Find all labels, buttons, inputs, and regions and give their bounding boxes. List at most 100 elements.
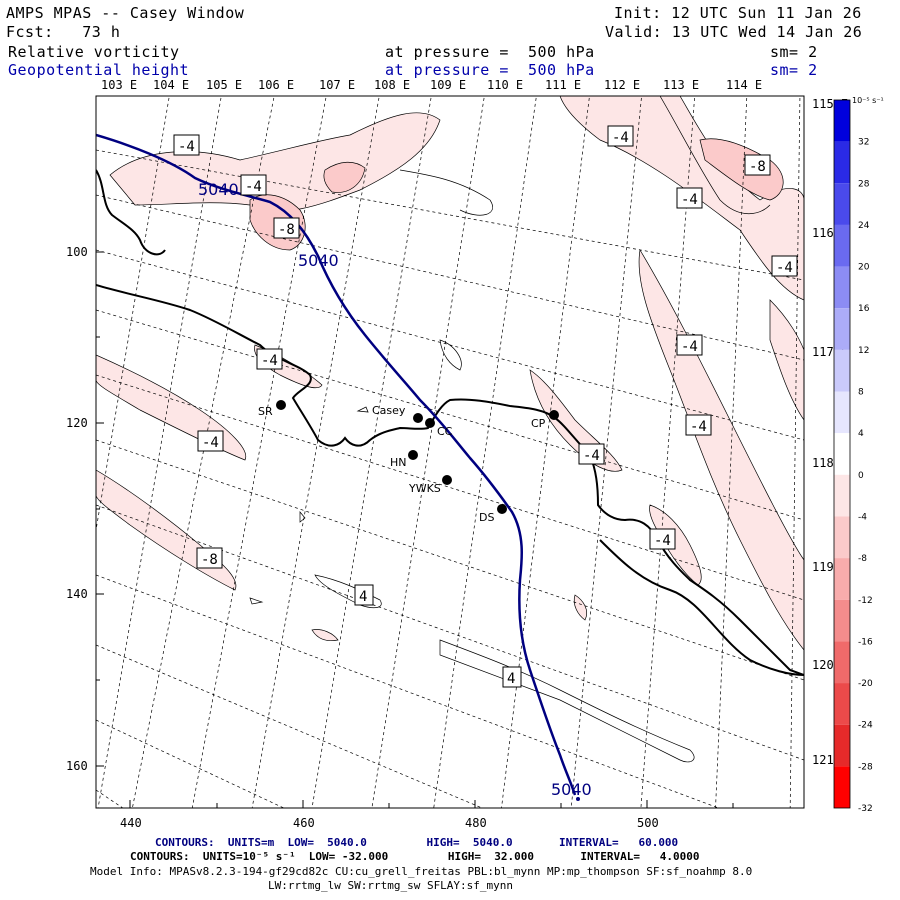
forecast-hour: Fcst: 73 h [6,23,121,41]
station-marker[interactable] [425,418,435,428]
svg-text:4: 4 [359,589,367,605]
colorbar-swatch [834,683,850,725]
colorbar-tick-label: -20 [858,679,873,689]
vort-label: -4 [771,255,798,277]
station-hn[interactable]: HN [390,450,418,469]
vort-contour-4-south [439,639,695,763]
colorbar-swatch [834,141,850,184]
parallel-line [96,439,804,681]
colorbar-tick-label: -28 [858,762,873,772]
colorbar-tick-label: 12 [858,346,869,356]
meridian-line [433,96,537,808]
colorbar-swatch [834,266,850,309]
vort-region-minus8-east [699,138,784,201]
vorticity-shading [96,96,804,651]
station-marker[interactable] [442,475,452,485]
svg-text:-4: -4 [583,448,600,464]
vort-label: -4 [173,134,200,156]
svg-text:-4: -4 [654,533,671,549]
colorbar-swatch [834,349,850,392]
parallel-line [96,374,804,601]
colorbar-tick-label: 8 [858,388,864,398]
x-tick-500: 500 [637,816,659,830]
colorbar-swatch [834,766,850,808]
station-marker[interactable] [356,406,369,413]
colorbar-swatch [834,100,850,142]
parallel-line [96,644,483,808]
colorbar-tick-label: 16 [858,304,870,314]
footer-contours-height: CONTOURS: UNITS=m LOW= 5040.0 HIGH= 5040… [155,836,679,849]
top-longitude-labels: 103 E 104 E 105 E 106 E 107 E 108 E 109 … [101,78,762,92]
vorticity-contours [314,96,771,763]
lon-label-109: 109 E [430,78,466,92]
station-ywks[interactable]: YWKS [408,475,452,495]
meridian-line [371,96,485,808]
axis-tick-marks [96,251,734,808]
vort-label: -4 [607,125,634,147]
colorbar-frame [833,99,851,809]
svg-text:-4: -4 [776,260,793,276]
vort-contour-small-center [439,339,462,371]
vort-label: 4 [502,666,522,688]
colorbar-swatch [834,433,850,475]
vort-label: -4 [676,334,703,356]
station-label: DS [479,511,494,524]
lat-lon-grid [96,96,804,808]
axis-tick-labels: 440 460 480 500 100 120 140 160 [66,245,659,830]
svg-text:-4: -4 [681,192,698,208]
field-1-level: at pressure = 500 hPa [385,43,595,61]
meridian-line [570,96,642,808]
station-cp[interactable]: CP [531,410,559,430]
station-sr[interactable]: SR [258,400,286,418]
svg-text:4: 4 [507,671,515,687]
lon-label-110: 110 E [487,78,523,92]
colorbar-tick-label: -16 [858,637,873,647]
colorbar-tick-label: 0 [858,471,864,481]
lon-label-108: 108 E [374,78,410,92]
station-label: CC [437,425,453,438]
lon-label-105: 105 E [206,78,242,92]
title: AMPS MPAS -- Casey Window [6,4,245,22]
field-2-name: Geopotential height [8,61,190,79]
height-contour-5040 [96,133,577,796]
lon-label-104: 104 E [153,78,189,92]
lon-label-112: 112 E [604,78,640,92]
colorbar-tick-label: -12 [858,596,873,606]
station-casey[interactable]: Casey [356,404,423,423]
footer-contours-vort: CONTOURS: UNITS=10⁻⁵ s⁻¹ LOW= -32.000 HI… [130,850,700,863]
station-ds[interactable]: DS [479,504,507,524]
meridian-line [501,96,590,808]
meridian-line [96,96,170,531]
height-label-1: 5040 [198,180,239,199]
svg-text:-4: -4 [681,339,698,355]
height-label-2: 5040 [298,251,339,270]
map-area [96,96,804,808]
colorbar-tick-label: 28 [858,179,870,189]
station-marker[interactable] [549,410,559,420]
lon-label-111: 111 E [545,78,581,92]
station-label: Casey [372,404,406,417]
vort-contour-northeast-line [659,96,771,215]
station-cc[interactable]: CC [425,418,453,438]
svg-text:-4: -4 [261,353,278,369]
vort-label: -4 [256,348,283,370]
vort-contour-north-arc [399,169,493,216]
station-marker[interactable] [276,400,286,410]
lon-label-106: 106 E [258,78,294,92]
colorbar: 10⁻⁵ s⁻¹ 32 28 24 20 16 12 8 4 0 -4 -8 -12 -16 -20 -24… [833,96,884,814]
x-tick-480: 480 [465,816,487,830]
parallel-line [96,249,804,441]
station-label: YWKS [408,482,441,495]
station-marker[interactable] [413,413,423,423]
vort-region-small-1 [573,594,588,621]
station-marker[interactable] [408,450,418,460]
colorbar-swatch [834,558,850,600]
stations: SR Casey CC HN YWKS DS CP [258,400,559,524]
station-marker[interactable] [497,504,507,514]
colorbar-swatch [834,724,850,767]
colorbar-tick-label: 24 [858,221,870,231]
svg-text:-4: -4 [690,419,707,435]
lon-label-113: 113 E [663,78,699,92]
